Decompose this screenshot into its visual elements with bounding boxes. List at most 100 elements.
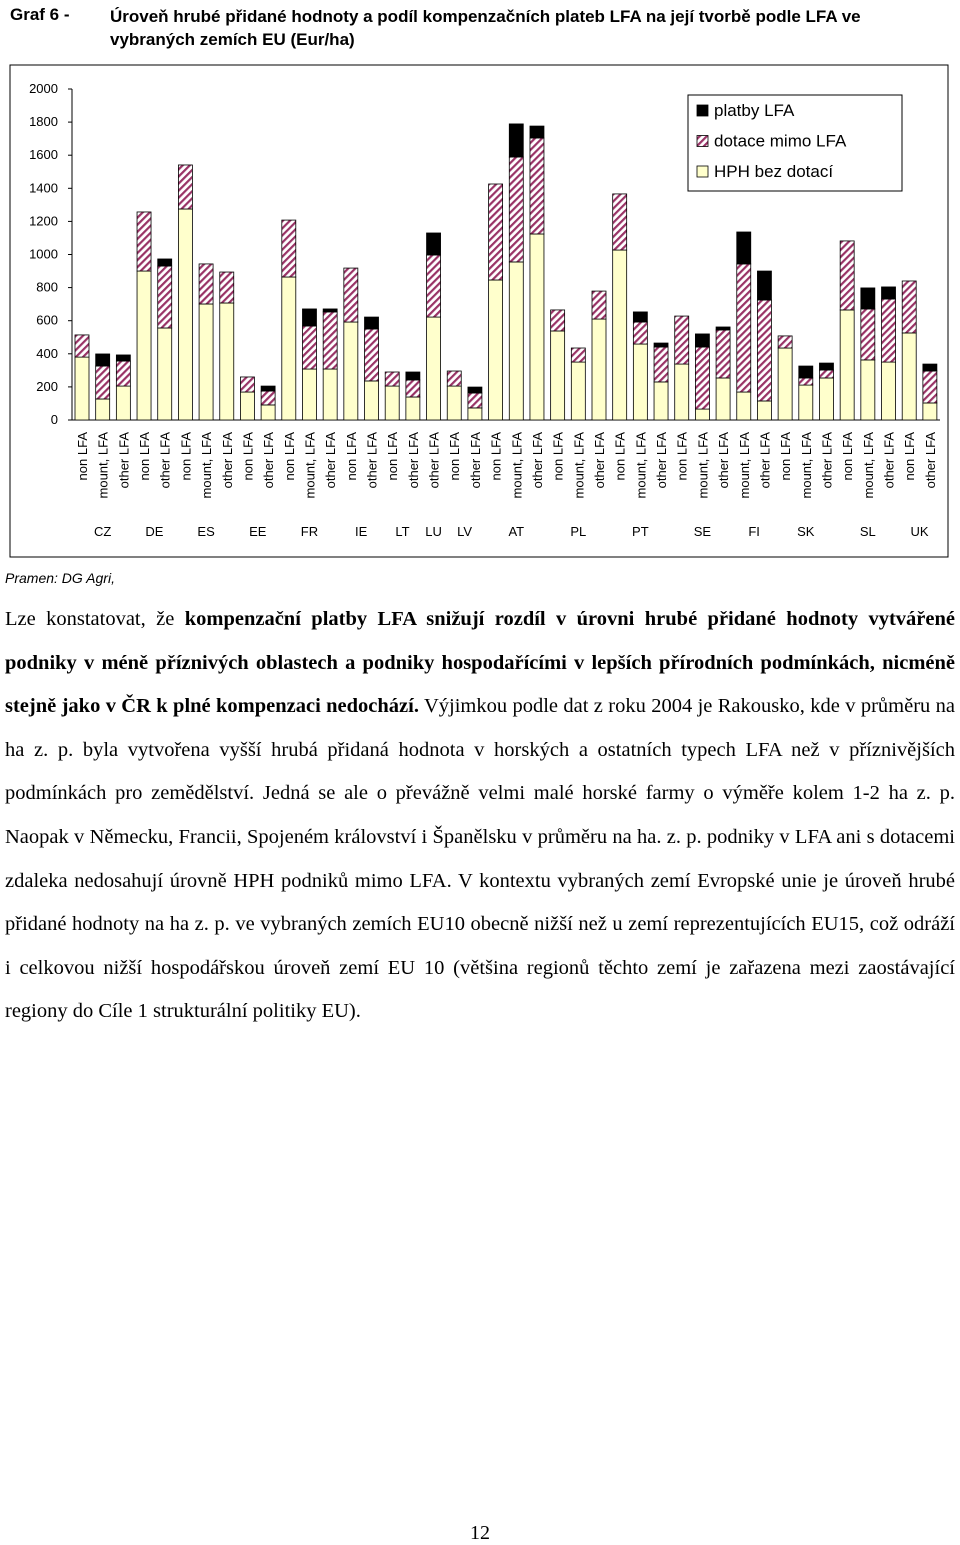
x-tick-label: mount, LFA <box>861 432 876 499</box>
x-tick-label: mount, LFA <box>695 432 710 499</box>
bar-segment <box>281 219 297 278</box>
x-tick-label: mount, LFA <box>199 432 214 499</box>
x-tick-label: other LFA <box>468 432 483 489</box>
bar-segment <box>695 346 710 410</box>
bar-segment <box>591 318 607 421</box>
y-tick-label: 1400 <box>29 180 58 195</box>
bar-segment <box>177 208 193 421</box>
group-label: FR <box>301 524 318 539</box>
bar-segment <box>715 326 731 331</box>
bar-segment <box>198 303 214 421</box>
x-tick-label: other LFA <box>406 432 421 489</box>
bar-segment <box>364 316 379 330</box>
x-tick-label: mount, LFA <box>571 432 586 499</box>
bar-segment <box>839 240 855 311</box>
bar-segment <box>819 369 834 379</box>
bar-segment <box>384 385 400 421</box>
bar-segment <box>426 316 441 421</box>
group-label: EE <box>249 524 267 539</box>
bar-segment <box>529 233 545 421</box>
bar-segment <box>426 232 441 256</box>
x-tick-label: non LFA <box>137 432 152 481</box>
bar-segment <box>405 379 421 398</box>
bar-segment <box>115 360 131 387</box>
bar-segment <box>529 137 545 235</box>
bar-segment <box>736 263 752 393</box>
bar-segment <box>508 156 524 263</box>
x-tick-label: other LFA <box>220 432 235 489</box>
bar-segment <box>529 125 545 139</box>
x-tick-label: non LFA <box>675 432 690 481</box>
bar-segment <box>653 346 669 383</box>
x-tick-label: non LFA <box>902 432 917 481</box>
group-label: CZ <box>94 524 111 539</box>
bar-segment <box>322 368 338 421</box>
x-tick-label: other LFA <box>530 432 545 489</box>
chart: 0 200 400 600 800 1000 1200 1400 1600 1800 2000 non… <box>9 64 949 558</box>
bar-segment <box>819 362 834 371</box>
group-label: PL <box>570 524 586 539</box>
bar-segment <box>922 363 938 372</box>
x-tick-label: non LFA <box>240 432 255 481</box>
bar-segment <box>260 404 276 421</box>
x-tick-label: other LFA <box>716 432 731 489</box>
bar-segment <box>426 254 441 318</box>
group-label: AT <box>508 524 524 539</box>
bar-segment <box>881 286 896 300</box>
x-tick-label: other LFA <box>654 432 669 489</box>
group-label: IE <box>355 524 368 539</box>
bar-segment <box>860 359 876 421</box>
bar-segment <box>157 265 173 329</box>
x-tick-label: other LFA <box>365 432 380 489</box>
bar-segment <box>95 398 111 421</box>
bar-segment <box>922 402 938 421</box>
chart-title: Úroveň hrubé přidané hodnoty a podíl kom… <box>110 7 861 49</box>
bar-segment <box>74 356 90 421</box>
bar-segment <box>798 384 814 421</box>
bar-segment <box>343 267 359 323</box>
text-run: Lze konstatovat, že <box>5 608 185 630</box>
y-tick-label: 600 <box>36 313 58 328</box>
bar-segment <box>839 309 855 421</box>
bar-segment <box>240 391 255 421</box>
bar-segment <box>881 361 896 421</box>
x-tick-label: other LFA <box>592 432 607 489</box>
y-tick-label: 800 <box>36 280 58 295</box>
x-tick-label: non LFA <box>178 432 193 481</box>
x-tick-label: other LFA <box>116 432 131 489</box>
bar-segment <box>488 183 504 281</box>
bar-segment <box>322 311 338 370</box>
bar-segment <box>695 333 710 348</box>
bar-segment <box>860 287 876 310</box>
bar-segment <box>260 385 276 392</box>
bar-segment <box>488 279 504 421</box>
bar-segment <box>157 327 173 421</box>
bar-segment <box>819 377 834 421</box>
paragraph: Lze konstatovat, že kompenzační platby L… <box>5 598 955 1034</box>
group-label: DE <box>145 524 163 539</box>
bar-segment <box>157 258 173 267</box>
bar-segment <box>757 299 772 402</box>
bar-segment <box>757 400 772 421</box>
bar-segment <box>302 325 317 370</box>
x-tick-label: other LFA <box>158 432 173 489</box>
legend-label: HPH bez dotací <box>714 162 833 181</box>
bar-segment <box>446 385 462 421</box>
x-tick-label: non LFA <box>344 432 359 481</box>
bar-segment <box>364 380 379 421</box>
bar-segment <box>736 391 752 421</box>
group-label: LU <box>425 524 442 539</box>
bar-segment <box>219 271 235 304</box>
bar-segment <box>240 376 255 393</box>
bar-segment <box>467 392 483 409</box>
x-tick-label: mount, LFA <box>633 432 648 499</box>
legend-swatch <box>696 104 709 117</box>
legend <box>687 94 903 192</box>
bar-segment <box>136 270 152 421</box>
bar-segment <box>777 335 793 349</box>
bar-segment <box>881 298 896 363</box>
group-label: LT <box>395 524 409 539</box>
bar-segment <box>695 408 710 421</box>
bar-segment <box>343 321 359 421</box>
